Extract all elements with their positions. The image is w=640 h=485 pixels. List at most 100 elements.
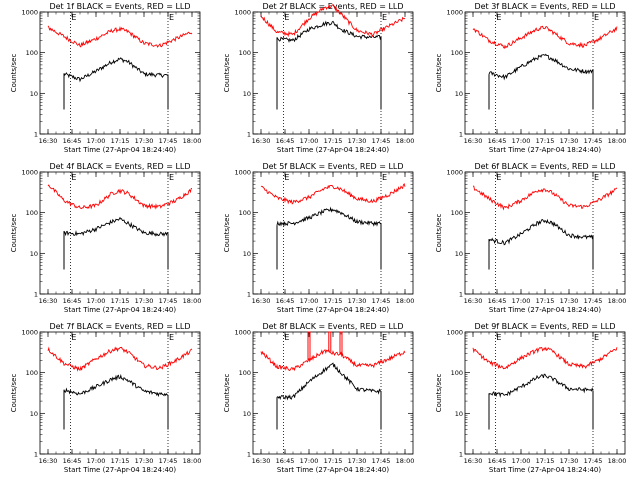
y-tick-label: 1 <box>459 291 463 299</box>
x-tick-label: 16:30 <box>464 137 483 145</box>
events-series-line <box>63 373 169 398</box>
x-axis-label: Start Time (27-Apr-04 18:24:40) <box>277 146 389 154</box>
x-axis-label: Start Time (27-Apr-04 18:24:40) <box>489 306 601 314</box>
panel-4: Det 4f BLACK = Events, RED = LLD 1 10 100 10… <box>10 162 201 314</box>
x-tick-label: 16:30 <box>252 137 271 145</box>
panel-title: Det 9f BLACK = Events, RED = LLD <box>474 322 615 331</box>
x-tick-label: 17:00 <box>512 297 531 305</box>
x-tick-label: 18:00 <box>396 297 415 305</box>
plot-frame <box>39 11 201 135</box>
x-axis-label: Start Time (27-Apr-04 18:24:40) <box>489 466 601 474</box>
y-tick-label: 1000 <box>446 329 463 337</box>
x-tick-label: 16:45 <box>488 457 507 465</box>
panel-5: Det 5f BLACK = Events, RED = LLD 1 10 100 10… <box>223 162 414 314</box>
x-tick-label: 17:45 <box>584 297 603 305</box>
event-marker-label: E <box>284 333 289 342</box>
y-tick-label: 1 <box>459 131 463 139</box>
x-tick-label: 18:00 <box>396 137 415 145</box>
x-tick-label: 17:30 <box>348 457 367 465</box>
x-tick-label: 17:45 <box>372 137 391 145</box>
x-tick-label: 17:15 <box>536 297 555 305</box>
y-axis-label: Counts/sec <box>223 374 231 413</box>
x-tick-label: 16:45 <box>276 137 295 145</box>
x-tick-label: 18:00 <box>183 297 202 305</box>
event-marker-label: E <box>169 173 174 182</box>
x-tick-label: 16:30 <box>464 297 483 305</box>
y-axis-label: Counts/sec <box>10 374 18 413</box>
x-tick-label: 18:00 <box>608 297 627 305</box>
x-tick-label: 17:00 <box>512 137 531 145</box>
y-tick-label: 10 <box>455 410 463 418</box>
y-tick-label: 100 <box>239 49 251 57</box>
panel-9: Det 9f BLACK = Events, RED = LLD 1 10 100 10… <box>435 322 626 474</box>
x-tick-label: 17:15 <box>111 297 130 305</box>
event-marker-label: E <box>169 13 174 22</box>
x-tick-label: 17:45 <box>584 137 603 145</box>
lld-spike <box>307 331 311 361</box>
event-marker-label: E <box>284 173 289 182</box>
y-tick-label: 100 <box>451 369 463 377</box>
event-marker-label: E <box>284 13 289 22</box>
event-marker-label: E <box>382 173 387 182</box>
x-tick-label: 17:45 <box>159 297 178 305</box>
event-marker-label: E <box>382 333 387 342</box>
y-axis-label: Counts/sec <box>223 54 231 93</box>
y-tick-label: 1 <box>459 451 463 459</box>
y-tick-label: 10 <box>30 410 38 418</box>
panel-title: Det 1f BLACK = Events, RED = LLD <box>49 2 190 11</box>
x-tick-label: 18:00 <box>183 137 202 145</box>
y-tick-label: 1 <box>247 291 251 299</box>
x-tick-label: 18:00 <box>608 457 627 465</box>
event-marker-label: E <box>496 333 501 342</box>
y-tick-label: 1 <box>34 451 38 459</box>
y-tick-label: 1000 <box>21 329 38 337</box>
panel-2: Det 2f BLACK = Events, RED = LLD 1 10 100 10… <box>223 2 414 154</box>
x-tick-label: 18:00 <box>183 457 202 465</box>
x-tick-label: 18:00 <box>396 457 415 465</box>
x-axis-label: Start Time (27-Apr-04 18:24:40) <box>489 146 601 154</box>
events-series-line <box>488 373 594 398</box>
lld-series-line <box>47 184 193 210</box>
panel-title: Det 5f BLACK = Events, RED = LLD <box>262 162 403 171</box>
y-tick-label: 1000 <box>21 169 38 177</box>
x-tick-label: 17:00 <box>300 137 319 145</box>
panel-title: Det 3f BLACK = Events, RED = LLD <box>474 2 615 11</box>
x-tick-label: 17:30 <box>560 457 579 465</box>
panel-title: Det 4f BLACK = Events, RED = LLD <box>49 162 190 171</box>
x-tick-label: 16:30 <box>252 297 271 305</box>
y-tick-label: 10 <box>455 90 463 98</box>
y-tick-label: 100 <box>26 369 38 377</box>
y-tick-label: 10 <box>30 250 38 258</box>
event-marker-label: E <box>71 333 76 342</box>
panel-6: Det 6f BLACK = Events, RED = LLD 1 10 100 10… <box>435 162 626 314</box>
event-marker-label: E <box>594 173 599 182</box>
y-tick-label: 100 <box>239 369 251 377</box>
x-tick-label: 17:15 <box>324 297 343 305</box>
y-tick-label: 1000 <box>446 169 463 177</box>
event-marker-label: E <box>594 333 599 342</box>
y-tick-label: 10 <box>243 410 251 418</box>
x-axis-label: Start Time (27-Apr-04 18:24:40) <box>277 306 389 314</box>
x-tick-label: 17:00 <box>87 297 106 305</box>
y-tick-label: 1000 <box>234 329 251 337</box>
lld-series-line <box>47 346 193 372</box>
x-tick-label: 16:45 <box>488 137 507 145</box>
x-tick-label: 17:00 <box>300 457 319 465</box>
panel-title: Det 8f BLACK = Events, RED = LLD <box>262 322 403 331</box>
lld-spike <box>328 331 332 353</box>
y-tick-label: 1 <box>34 291 38 299</box>
x-tick-label: 17:45 <box>372 297 391 305</box>
x-tick-label: 17:30 <box>135 457 154 465</box>
y-axis-label: Counts/sec <box>223 214 231 253</box>
x-tick-label: 17:15 <box>324 457 343 465</box>
event-marker-label: E <box>382 13 387 22</box>
x-tick-label: 16:45 <box>63 137 82 145</box>
lld-spike <box>339 331 343 355</box>
y-tick-label: 100 <box>26 209 38 217</box>
x-tick-label: 16:45 <box>63 457 82 465</box>
event-marker-label: E <box>71 173 76 182</box>
x-tick-label: 16:30 <box>39 297 58 305</box>
event-marker-label: E <box>496 13 501 22</box>
